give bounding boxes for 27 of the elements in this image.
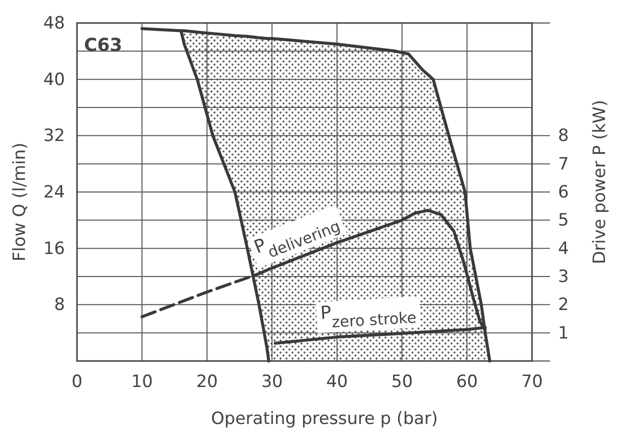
x-axis-title: Operating pressure p (bar): [211, 409, 438, 429]
y2-tick-label: 5: [558, 210, 569, 231]
y-axis-title: Flow Q (l/min): [10, 142, 30, 262]
x-tick-label: 60: [456, 372, 478, 392]
x-tick-label: 40: [326, 372, 348, 392]
y2-tick-label: 8: [558, 126, 569, 146]
y-tick-label: 24: [43, 182, 65, 202]
series-label: P$_{zero stroke}$: [320, 302, 417, 332]
x-tick-label: 10: [131, 372, 153, 392]
y2-tick-label: 6: [558, 182, 569, 202]
y2-tick-label: 3: [558, 266, 569, 287]
x-tick-label: 20: [196, 372, 218, 392]
y2-tick-label: 4: [558, 238, 569, 259]
x-tick-label: 70: [521, 372, 543, 392]
x-tick-label: 0: [72, 372, 82, 392]
annotation: C63: [84, 35, 122, 56]
y-tick-label: 16: [43, 238, 65, 259]
x-tick-label: 30: [261, 372, 283, 392]
y-tick-label: 48: [43, 13, 65, 34]
y2-axis-title: Drive power P (kW): [590, 100, 610, 264]
y-tick-label: 32: [43, 126, 65, 146]
y2-tick-label: 2: [558, 295, 569, 316]
y-tick-label: 8: [54, 295, 65, 316]
y2-tick-label: 1: [558, 323, 569, 344]
y-tick-label: 40: [43, 70, 65, 90]
x-tick-label: 50: [391, 372, 413, 392]
y2-tick-label: 7: [558, 154, 569, 174]
